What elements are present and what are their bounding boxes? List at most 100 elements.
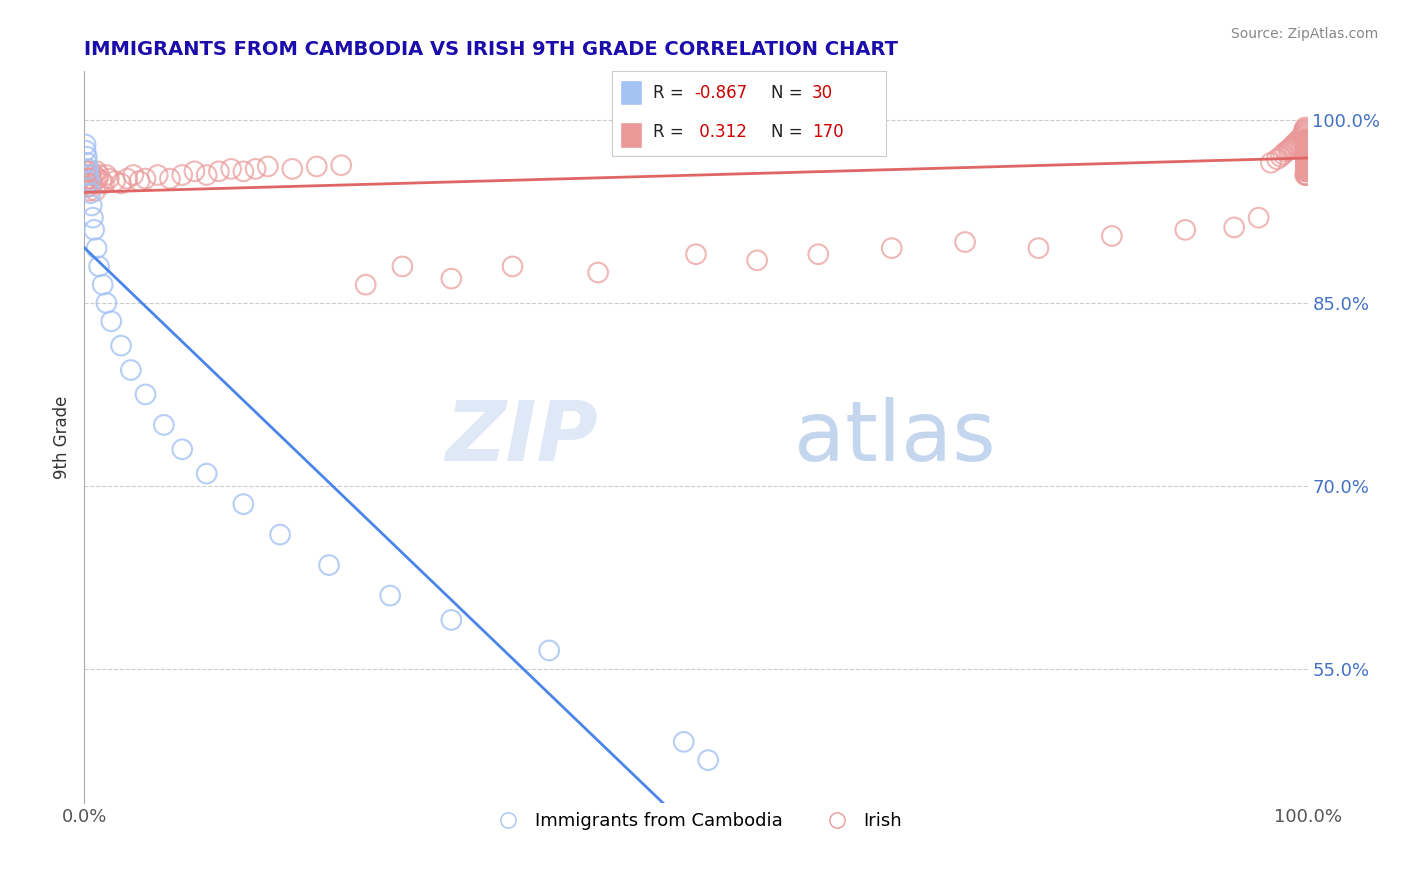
- Point: [245, 161, 267, 176]
- Point: [1272, 147, 1295, 161]
- Point: [96, 296, 118, 310]
- Point: [1295, 142, 1317, 156]
- Point: [1281, 140, 1303, 154]
- Point: [1295, 150, 1317, 164]
- Point: [305, 160, 328, 174]
- Point: [79, 164, 101, 178]
- Point: [79, 178, 101, 193]
- Point: [747, 253, 769, 268]
- Point: [80, 171, 103, 186]
- Bar: [620, 122, 641, 147]
- Point: [440, 613, 463, 627]
- Point: [135, 387, 157, 401]
- Point: [110, 177, 132, 191]
- Point: [1295, 152, 1317, 166]
- Point: [1295, 147, 1317, 161]
- Point: [90, 174, 112, 188]
- Point: [538, 643, 561, 657]
- Point: [183, 164, 205, 178]
- Point: [330, 158, 353, 172]
- Point: [1295, 150, 1317, 164]
- Text: 0.312: 0.312: [695, 123, 747, 141]
- Point: [1295, 161, 1317, 176]
- Point: [75, 144, 97, 158]
- Point: [354, 277, 377, 292]
- Point: [87, 168, 110, 182]
- Point: [1294, 168, 1316, 182]
- Point: [1295, 161, 1317, 176]
- Point: [1295, 164, 1317, 178]
- Point: [1295, 141, 1317, 155]
- Point: [1295, 154, 1317, 169]
- Point: [1295, 134, 1317, 148]
- Point: [1295, 140, 1317, 154]
- Point: [1295, 161, 1317, 176]
- Point: [1291, 130, 1313, 145]
- Point: [82, 177, 104, 191]
- Point: [232, 497, 254, 511]
- Point: [1288, 133, 1310, 147]
- Point: [1295, 150, 1317, 164]
- Point: [77, 161, 100, 176]
- Point: [79, 186, 101, 201]
- Point: [1295, 140, 1317, 154]
- Point: [77, 171, 100, 186]
- Point: [1295, 137, 1317, 152]
- Point: [232, 164, 254, 178]
- Point: [1295, 141, 1317, 155]
- Point: [96, 168, 118, 182]
- Point: [1174, 223, 1197, 237]
- Point: [86, 241, 108, 255]
- Point: [1295, 141, 1317, 155]
- Point: [1295, 140, 1317, 154]
- Point: [1295, 134, 1317, 148]
- Point: [1292, 128, 1315, 143]
- Point: [87, 260, 110, 274]
- Point: [1295, 154, 1317, 169]
- Point: [1295, 147, 1317, 161]
- Point: [1295, 137, 1317, 152]
- Point: [1278, 142, 1301, 156]
- Point: [195, 168, 218, 182]
- Point: [1270, 150, 1292, 164]
- Point: [93, 177, 115, 191]
- Point: [1295, 160, 1317, 174]
- Point: [1247, 211, 1270, 225]
- Point: [1295, 161, 1317, 176]
- Point: [1295, 154, 1317, 169]
- Point: [1282, 138, 1305, 153]
- Point: [1284, 136, 1306, 151]
- Point: [1295, 147, 1317, 161]
- Point: [76, 150, 98, 164]
- Point: [1295, 144, 1317, 158]
- Point: [1295, 142, 1317, 156]
- Point: [153, 417, 176, 432]
- Text: -0.867: -0.867: [695, 84, 747, 102]
- Point: [1295, 164, 1317, 178]
- Point: [75, 168, 97, 182]
- Point: [1295, 133, 1317, 147]
- Point: [281, 161, 304, 176]
- Point: [1295, 152, 1317, 166]
- Y-axis label: 9th Grade: 9th Grade: [53, 395, 72, 479]
- Point: [880, 241, 903, 255]
- Point: [1295, 144, 1317, 158]
- Point: [76, 164, 98, 178]
- Point: [1028, 241, 1050, 255]
- Point: [1295, 160, 1317, 174]
- Point: [1295, 136, 1317, 151]
- Point: [1279, 141, 1302, 155]
- Point: [1294, 120, 1316, 135]
- Point: [1295, 150, 1317, 164]
- Point: [1295, 164, 1317, 178]
- Point: [269, 527, 291, 541]
- Point: [83, 168, 105, 182]
- Point: [1295, 154, 1317, 169]
- Point: [1295, 135, 1317, 149]
- Point: [1295, 135, 1317, 149]
- Text: IMMIGRANTS FROM CAMBODIA VS IRISH 9TH GRADE CORRELATION CHART: IMMIGRANTS FROM CAMBODIA VS IRISH 9TH GR…: [84, 39, 898, 59]
- Point: [697, 753, 720, 767]
- Point: [1295, 157, 1317, 171]
- Point: [807, 247, 830, 261]
- Point: [1274, 145, 1296, 159]
